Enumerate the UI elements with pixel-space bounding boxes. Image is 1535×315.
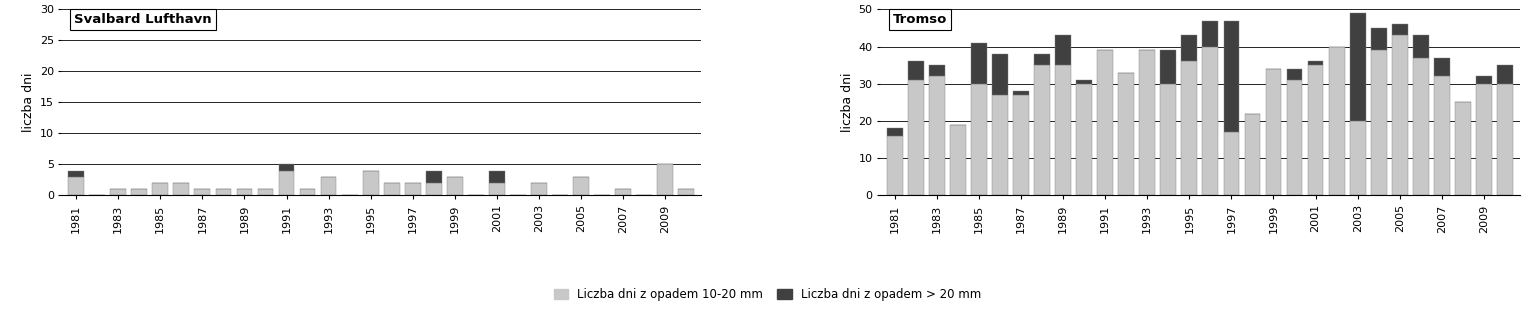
Bar — [907, 80, 924, 195]
Bar — [1013, 95, 1028, 195]
Bar — [1055, 36, 1071, 65]
Bar — [405, 183, 421, 195]
Bar — [236, 189, 252, 195]
Bar — [887, 136, 903, 195]
Bar — [1119, 73, 1134, 195]
Bar — [616, 189, 631, 195]
Bar — [1182, 36, 1197, 61]
Y-axis label: liczba dni: liczba dni — [23, 73, 35, 132]
Bar — [384, 183, 399, 195]
Bar — [972, 84, 987, 195]
Bar — [1349, 13, 1366, 121]
Bar — [1098, 50, 1113, 195]
Bar — [972, 43, 987, 84]
Bar — [929, 76, 944, 195]
Legend: Liczba dni z opadem 10-20 mm, Liczba dni z opadem > 20 mm: Liczba dni z opadem 10-20 mm, Liczba dni… — [550, 284, 985, 306]
Bar — [425, 183, 442, 195]
Bar — [425, 170, 442, 183]
Bar — [1035, 65, 1050, 195]
Bar — [258, 189, 273, 195]
Bar — [1160, 84, 1176, 195]
Bar — [1308, 65, 1323, 195]
Bar — [950, 125, 966, 195]
Bar — [1392, 36, 1408, 195]
Bar — [215, 189, 232, 195]
Bar — [1160, 50, 1176, 84]
Bar — [1245, 113, 1260, 195]
Bar — [1497, 84, 1514, 195]
Bar — [152, 183, 169, 195]
Bar — [1477, 76, 1492, 84]
Bar — [1308, 61, 1323, 65]
Bar — [490, 183, 505, 195]
Bar — [887, 129, 903, 136]
Bar — [1371, 28, 1386, 50]
Bar — [1434, 58, 1449, 76]
Bar — [1035, 54, 1050, 65]
Bar — [1182, 61, 1197, 195]
Bar — [1013, 91, 1028, 95]
Bar — [1412, 36, 1429, 58]
Bar — [1076, 80, 1091, 84]
Bar — [1392, 24, 1408, 36]
Bar — [1455, 102, 1471, 195]
Bar — [573, 177, 589, 195]
Bar — [173, 183, 189, 195]
Bar — [1371, 50, 1386, 195]
Bar — [1202, 20, 1219, 47]
Bar — [195, 189, 210, 195]
Text: Tromso: Tromso — [893, 13, 947, 26]
Bar — [279, 164, 295, 170]
Bar — [132, 189, 147, 195]
Bar — [1349, 121, 1366, 195]
Bar — [531, 183, 546, 195]
Bar — [1412, 58, 1429, 195]
Bar — [111, 189, 126, 195]
Bar — [1223, 20, 1239, 132]
Bar — [992, 54, 1008, 95]
Bar — [1202, 47, 1219, 195]
Bar — [299, 189, 316, 195]
Bar — [1223, 132, 1239, 195]
Bar — [362, 170, 379, 195]
Bar — [929, 65, 944, 76]
Bar — [1477, 84, 1492, 195]
Bar — [279, 170, 295, 195]
Bar — [1286, 80, 1302, 195]
Bar — [1434, 76, 1449, 195]
Bar — [992, 95, 1008, 195]
Bar — [1076, 84, 1091, 195]
Bar — [678, 189, 694, 195]
Bar — [907, 61, 924, 80]
Bar — [1265, 69, 1282, 195]
Y-axis label: liczba dni: liczba dni — [841, 73, 853, 132]
Bar — [1329, 47, 1345, 195]
Bar — [68, 170, 84, 177]
Bar — [1139, 50, 1156, 195]
Bar — [321, 177, 336, 195]
Bar — [1286, 69, 1302, 80]
Text: Svalbard Lufthavn: Svalbard Lufthavn — [74, 13, 212, 26]
Bar — [1055, 65, 1071, 195]
Bar — [68, 177, 84, 195]
Bar — [447, 177, 462, 195]
Bar — [490, 170, 505, 183]
Bar — [1497, 65, 1514, 84]
Bar — [657, 164, 674, 195]
